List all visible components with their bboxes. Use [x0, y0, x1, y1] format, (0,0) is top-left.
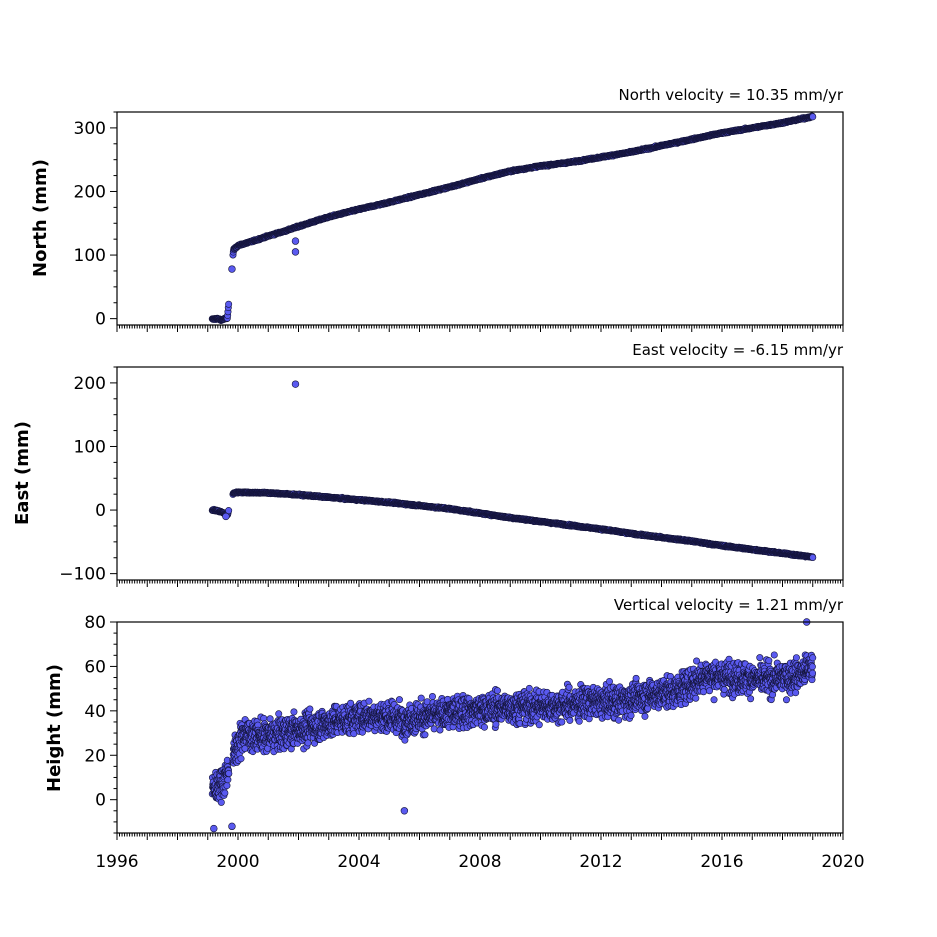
east-velocity-title: East velocity = -6.15 mm/yr	[632, 341, 844, 359]
north-y-axis-label: North (mm)	[30, 159, 51, 277]
height-y-tick-label: 60	[84, 657, 106, 677]
height-x-tick-label: 2004	[337, 852, 380, 872]
north-outlier-point	[291, 248, 300, 256]
north-data-point	[809, 113, 817, 121]
height-y-tick-label: 20	[84, 746, 106, 766]
height-x-tick-label: 1996	[95, 852, 138, 872]
height-data-point	[275, 710, 283, 718]
east-y-tick-label: 200	[74, 374, 106, 394]
east-points	[208, 380, 817, 562]
height-data-point	[237, 755, 245, 763]
height-y-tick-label: 0	[95, 791, 106, 811]
north-axes-frame	[116, 111, 844, 326]
north-velocity-title: North velocity = 10.35 mm/yr	[619, 86, 844, 104]
height-x-tick-label: 2016	[700, 852, 743, 872]
north-ticks: 0 100 200 300	[74, 111, 844, 332]
height-x-tick-label: 2008	[458, 852, 501, 872]
east-y-axis-label: East (mm)	[12, 421, 33, 525]
north-y-tick-label: 100	[74, 246, 106, 266]
height-data-point	[290, 708, 298, 716]
east-ticks: −100 0 100 200	[59, 366, 844, 587]
height-velocity-title: Vertical velocity = 1.21 mm/yr	[614, 596, 844, 614]
north-y-tick-label: 300	[74, 119, 106, 139]
east-outlier-point	[291, 380, 300, 388]
height-panel: Vertical velocity = 1.21 mm/yr Height (m…	[44, 596, 865, 872]
height-data-point	[224, 776, 232, 784]
north-outlier-point	[291, 237, 300, 245]
height-y-tick-label: 80	[84, 613, 106, 633]
east-y-tick-label: −100	[59, 565, 106, 585]
east-y-tick-label: 100	[74, 437, 106, 457]
height-data-point	[225, 769, 233, 777]
north-points	[208, 112, 817, 324]
height-data-point	[223, 782, 231, 790]
height-x-tick-label: 2000	[216, 852, 259, 872]
north-data-point	[225, 300, 233, 308]
height-points	[208, 618, 817, 833]
height-y-axis-label: Height (mm)	[44, 664, 65, 792]
north-y-tick-label: 200	[74, 182, 106, 202]
height-x-tick-label: 2012	[579, 852, 622, 872]
height-data-point	[266, 715, 274, 723]
north-y-tick-label: 0	[95, 310, 106, 330]
east-data-point	[809, 554, 817, 562]
north-panel: North velocity = 10.35 mm/yr North (mm) …	[30, 86, 844, 332]
north-outlier-point	[228, 265, 236, 273]
height-data-point	[217, 798, 225, 806]
east-y-tick-label: 0	[95, 501, 106, 521]
east-outlier-point	[222, 512, 230, 521]
height-data-point	[221, 789, 229, 797]
height-y-tick-label: 40	[84, 702, 106, 722]
height-x-tick-label: 2020	[821, 852, 864, 872]
east-panel: East velocity = -6.15 mm/yr East (mm) −1…	[12, 341, 844, 587]
